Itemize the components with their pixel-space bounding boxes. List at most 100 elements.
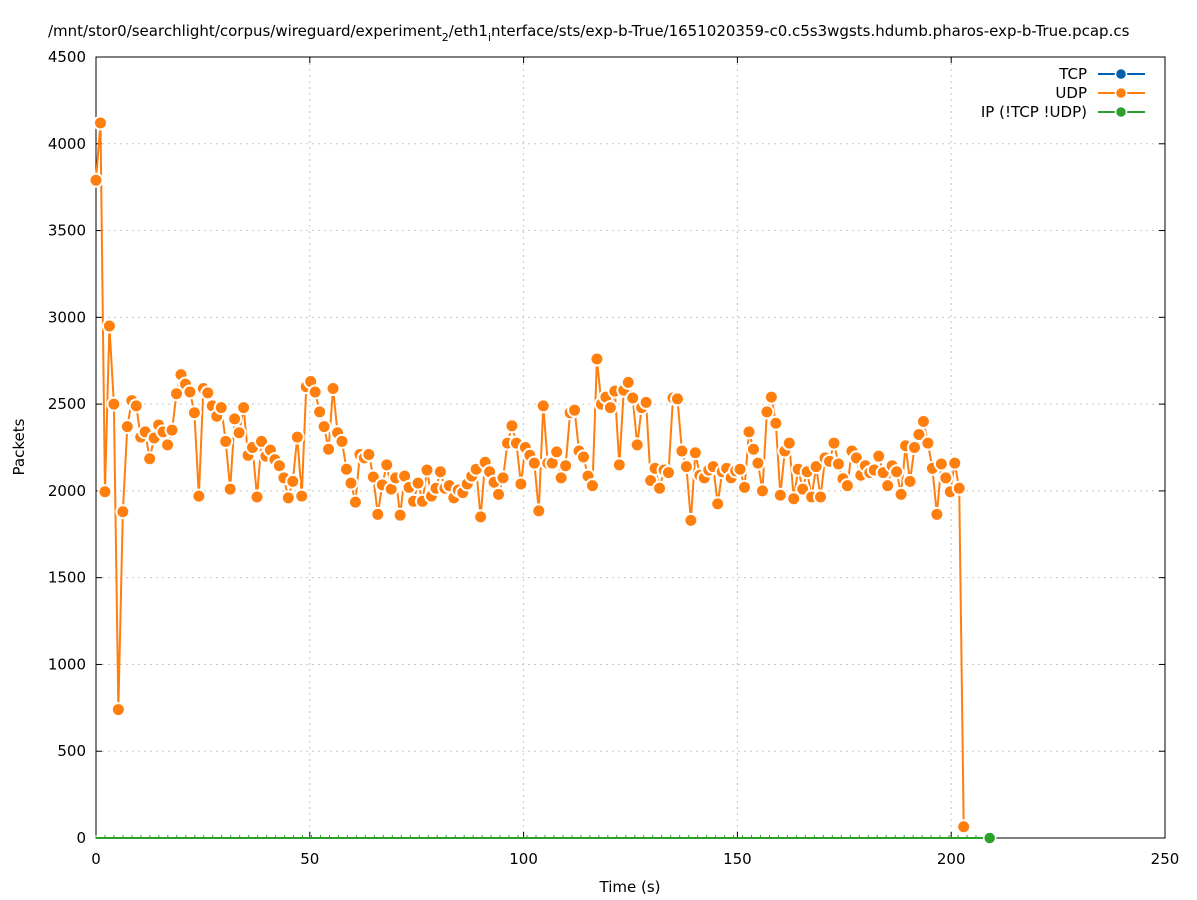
udp-data-point [893,486,909,502]
legend-marker [1114,86,1128,100]
udp-series-line [95,122,965,827]
udp-data-point [889,464,905,480]
y-tick-label: 3000 [48,308,86,326]
udp-data-point [307,384,323,400]
udp-data-point [92,115,108,131]
chart-title: /mnt/stor0/searchlight/corpus/wireguard/… [48,22,1130,44]
udp-data-point [553,470,569,486]
udp-data-point [813,489,829,505]
y-tick-label: 500 [57,742,86,760]
udp-data-point [526,455,542,471]
udp-data-point [741,424,757,440]
udp-data-point [652,480,668,496]
udp-data-point [160,437,176,453]
udp-data-point [370,506,386,522]
udp-data-point [683,512,699,528]
udp-data-point [839,478,855,494]
udp-data-point [710,496,726,512]
title-segment: /mnt/stor0/searchlight/corpus/wireguard/… [48,22,442,40]
udp-data-point [549,444,565,460]
title-segment: nterface/sts/exp-b-True/1651020359-c0.c5… [491,22,1130,40]
udp-data-point [759,404,775,420]
udp-data-point [410,475,426,491]
x-tick-label: 150 [723,850,752,868]
udp-data-point [106,396,122,412]
udp-data-point [589,351,605,367]
udp-data-point [754,483,770,499]
title-segment: /eth1 [449,22,488,40]
udp-data-point [584,478,600,494]
udp-data-point [513,476,529,492]
udp-data-point [321,441,337,457]
title-subscript: i [488,31,491,44]
udp-data-point [338,461,354,477]
udp-data-point [929,506,945,522]
udp-data-point [629,437,645,453]
udp-data-point [253,433,269,449]
udp-data-point [687,445,703,461]
axis-ticks: 0 50 100 150 200 2500500100015002000250030003… [48,48,1180,868]
udp-data-point [558,458,574,474]
udp-data-point [669,391,685,407]
udp-data-point [392,507,408,523]
udp-data-point [491,486,507,502]
udp-data-point [808,459,824,475]
udp-data-point [750,455,766,471]
udp-data-point [576,449,592,465]
udp-data-point [911,426,927,442]
udp-data-point [218,433,234,449]
udp-data-point [602,400,618,416]
udp-data-point [567,402,583,418]
udp-data-point [249,489,265,505]
udp-data-point [325,380,341,396]
udp-data-point [231,425,247,441]
udp-data-point [379,457,395,473]
y-tick-label: 1500 [48,569,86,587]
udp-data-point [781,435,797,451]
udp-data-point [915,413,931,429]
udp-data-point [531,503,547,519]
legend-label: TCP [1058,65,1087,83]
legend-label: IP (!TCP !UDP) [981,103,1087,121]
udp-data-point [222,481,238,497]
udp-data-point [768,415,784,431]
udp-data-point [285,473,301,489]
title-subscript: 2 [442,31,449,44]
x-tick-label: 0 [91,850,101,868]
udp-data-point [200,385,216,401]
x-tick-label: 100 [509,850,538,868]
x-axis-label: Time (s) [599,878,661,896]
y-tick-label: 4000 [48,135,86,153]
udp-data-point [186,405,202,421]
udp-data-point [907,440,923,455]
udp-data-point [101,318,117,334]
udp-data-point [933,456,949,472]
udp-data-point [620,374,636,390]
udp-data-point [432,464,448,480]
udp-data-point [880,478,896,494]
y-tick-label: 3500 [48,222,86,240]
udp-data-point [786,491,802,507]
legend-marker [1114,67,1128,81]
udp-data-point [347,494,363,510]
udp-data-point [182,384,198,400]
udp-data-point [674,443,690,459]
udp-data-point [213,400,229,416]
y-axis-label: Packets [10,418,28,475]
series-layer [88,115,997,845]
udp-data-point [334,433,350,449]
udp-data-point [343,475,359,491]
x-tick-label: 250 [1151,850,1180,868]
udp-data-point [947,455,963,471]
udp-data-point [745,441,761,457]
udp-data-point [164,422,180,438]
udp-data-point [830,456,846,472]
y-tick-label: 2500 [48,395,86,413]
legend-label: UDP [1055,84,1087,102]
x-tick-label: 200 [937,850,966,868]
udp-data-point [956,819,972,835]
legend-marker [1114,105,1128,119]
udp-data-point [316,419,332,435]
udp-data-point [611,457,627,473]
udp-data-point [280,490,296,506]
